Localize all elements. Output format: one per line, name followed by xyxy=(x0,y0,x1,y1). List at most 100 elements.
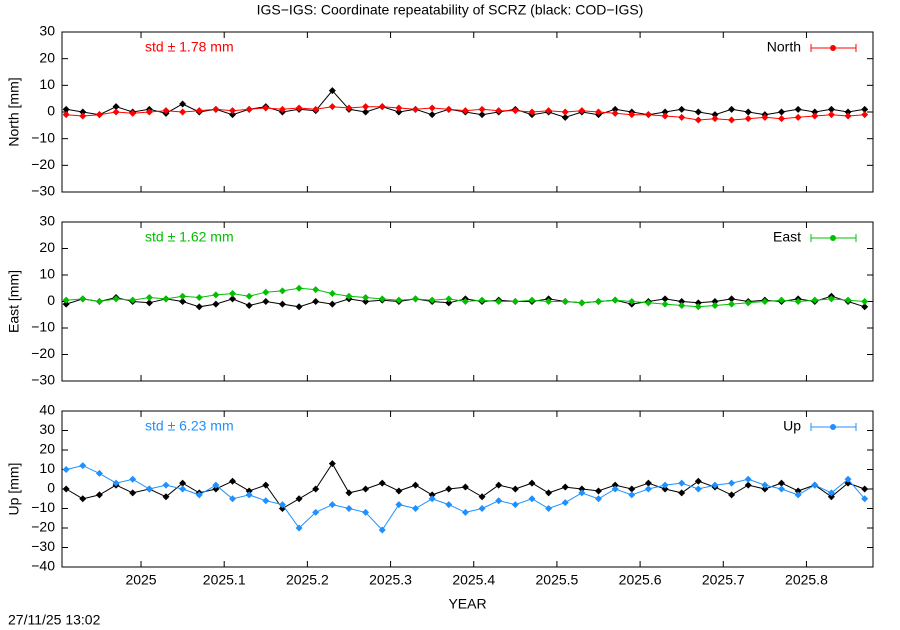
data-point xyxy=(362,508,370,516)
data-point xyxy=(844,296,852,304)
data-point xyxy=(661,485,669,493)
data-point xyxy=(262,481,270,489)
data-point xyxy=(62,296,70,304)
data-point xyxy=(595,487,603,495)
data-point xyxy=(278,287,286,295)
data-point xyxy=(312,105,320,113)
data-point xyxy=(345,489,353,497)
data-point xyxy=(312,508,320,516)
data-point xyxy=(511,107,519,115)
data-point xyxy=(179,485,187,493)
data-point xyxy=(362,294,370,302)
data-point xyxy=(245,301,253,309)
data-point xyxy=(611,296,619,304)
data-point xyxy=(245,105,253,113)
data-point xyxy=(595,108,603,116)
data-point xyxy=(794,298,802,305)
data-point xyxy=(312,298,320,305)
data-point xyxy=(644,299,652,307)
data-point xyxy=(811,481,819,489)
x-tick-label: 2025.5 xyxy=(536,572,579,588)
data-point xyxy=(561,298,569,305)
data-point xyxy=(162,493,170,501)
data-point xyxy=(528,479,536,487)
x-tick-label: 2025.2 xyxy=(286,572,329,588)
data-point xyxy=(827,105,835,113)
data-point xyxy=(95,111,103,119)
y-tick-label: 30 xyxy=(39,421,55,437)
data-point xyxy=(445,501,453,509)
data-point xyxy=(95,491,103,499)
data-point xyxy=(511,501,519,509)
data-point xyxy=(827,489,835,497)
data-point xyxy=(611,109,619,117)
data-point xyxy=(744,481,752,489)
data-point xyxy=(511,298,519,305)
data-point xyxy=(694,485,702,493)
data-point xyxy=(112,295,120,303)
legend-label: North xyxy=(767,39,801,55)
data-point xyxy=(595,495,603,503)
data-point xyxy=(861,303,869,311)
data-point xyxy=(229,107,237,115)
y-tick-label: 20 xyxy=(39,239,55,255)
data-point xyxy=(245,487,253,495)
data-point xyxy=(511,485,519,493)
data-point xyxy=(412,505,420,512)
data-point xyxy=(362,108,370,116)
data-point xyxy=(728,491,736,499)
data-point xyxy=(694,299,702,307)
data-point xyxy=(678,298,686,305)
data-point xyxy=(345,104,353,112)
data-point xyxy=(195,294,203,302)
data-point xyxy=(811,112,819,120)
data-point xyxy=(794,487,802,495)
legend-swatch xyxy=(830,424,836,430)
data-point xyxy=(428,495,436,503)
data-point xyxy=(195,491,203,499)
data-point xyxy=(295,495,303,503)
data-point xyxy=(794,113,802,121)
data-point xyxy=(378,526,386,534)
data-point xyxy=(62,300,70,308)
data-point xyxy=(229,290,237,298)
data-point xyxy=(861,105,869,113)
annotation: std ± 6.23 mm xyxy=(145,418,234,434)
data-point xyxy=(145,299,153,307)
data-point xyxy=(495,497,503,505)
data-point xyxy=(378,295,386,303)
timestamp: 27/11/25 13:02 xyxy=(8,612,101,628)
data-point xyxy=(778,296,786,304)
data-point xyxy=(678,105,686,113)
data-point xyxy=(428,104,436,112)
data-point xyxy=(811,296,819,304)
data-point xyxy=(412,481,420,489)
data-point xyxy=(129,109,137,117)
data-point xyxy=(312,286,320,294)
series xyxy=(62,460,869,512)
data-point xyxy=(79,462,87,470)
data-point xyxy=(278,105,286,113)
data-point xyxy=(661,108,669,116)
data-point xyxy=(478,505,486,512)
x-tick-label: 2025.7 xyxy=(702,572,745,588)
data-point xyxy=(445,299,453,307)
data-point xyxy=(262,288,270,296)
x-axis-label: YEAR xyxy=(448,596,486,612)
data-point xyxy=(295,104,303,112)
data-point xyxy=(761,298,769,305)
annotation: std ± 1.78 mm xyxy=(145,39,234,55)
data-point xyxy=(145,294,153,302)
data-point xyxy=(844,108,852,116)
data-point xyxy=(378,103,386,111)
data-point xyxy=(694,303,702,311)
data-point xyxy=(528,108,536,116)
data-point xyxy=(428,111,436,119)
data-point xyxy=(345,292,353,300)
data-point xyxy=(744,475,752,483)
data-point xyxy=(844,475,852,483)
data-point xyxy=(778,479,786,487)
data-point xyxy=(644,111,652,119)
data-point xyxy=(678,113,686,121)
